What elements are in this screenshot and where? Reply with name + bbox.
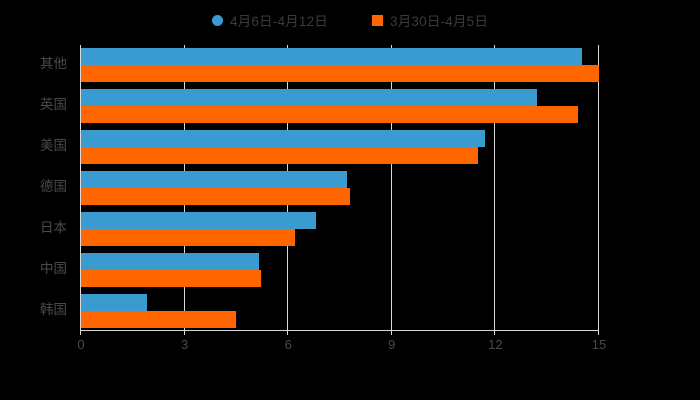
bar-series-0[interactable] [81, 171, 347, 188]
bar-series-0[interactable] [81, 212, 316, 229]
circle-marker-icon [211, 14, 223, 26]
y-axis-category-label: 中国 [40, 261, 67, 276]
x-tick-label: 3 [180, 337, 189, 352]
x-tick-mark [494, 330, 496, 335]
bar-series-1[interactable] [81, 270, 261, 287]
y-axis-category-label: 美国 [40, 138, 67, 153]
x-tick-mark [598, 330, 599, 335]
y-axis-line [80, 45, 81, 330]
gridline [598, 45, 599, 330]
legend-item-series-0[interactable]: 4月6日-4月12日 [211, 10, 328, 30]
gridline [390, 45, 392, 330]
legend-label-series-0: 4月6日-4月12日 [229, 14, 328, 29]
y-axis-category-label: 其他 [40, 56, 67, 71]
bar-group: 韩国 [40, 291, 599, 332]
bar-series-1[interactable] [81, 106, 579, 123]
bar-group: 德国 [40, 168, 599, 209]
bar-series-1[interactable] [81, 147, 479, 164]
y-axis-category-label: 英国 [40, 97, 67, 112]
bar-series-0[interactable] [81, 253, 259, 270]
bar-group: 英国 [40, 86, 599, 127]
x-tick-label: 12 [488, 337, 503, 352]
bar-group: 美国 [40, 127, 599, 168]
bar-group: 日本 [40, 209, 599, 250]
x-tick-label: 9 [388, 337, 396, 352]
x-tick-label: 6 [284, 337, 292, 352]
square-marker-icon [372, 14, 383, 26]
gridline [494, 45, 496, 330]
x-axis-line [80, 330, 599, 331]
x-tick-mark [390, 330, 392, 335]
x-tick-mark [80, 330, 81, 335]
x-tick-mark [287, 330, 289, 335]
bar-group: 其他 [40, 45, 599, 86]
legend-item-series-1[interactable]: 3月30日-4月5日 [372, 10, 488, 30]
x-tick-label: 15 [591, 337, 607, 352]
bar-series-0[interactable] [81, 48, 582, 65]
bar-series-0[interactable] [81, 294, 147, 311]
y-axis-category-label: 德国 [40, 179, 67, 194]
bar-series-0[interactable] [81, 130, 486, 147]
bar-series-1[interactable] [81, 229, 296, 246]
legend-label-series-1: 3月30日-4月5日 [390, 14, 489, 29]
y-axis-category-label: 韩国 [40, 302, 67, 317]
bar-series-1[interactable] [81, 311, 237, 328]
chart-legend: 4月6日-4月12日 3月30日-4月5日 [0, 10, 700, 30]
plot-area: 0 3 6 9 12 15 其他英国美国德国日本中国韩国 [40, 45, 606, 352]
bar-series-1[interactable] [81, 65, 599, 82]
x-tick-label: 0 [77, 337, 85, 352]
y-axis-category-label: 日本 [40, 220, 67, 235]
bar-series-1[interactable] [81, 188, 351, 205]
x-tick-mark [183, 330, 185, 335]
bar-group: 中国 [40, 250, 599, 291]
bar-series-0[interactable] [81, 89, 537, 106]
